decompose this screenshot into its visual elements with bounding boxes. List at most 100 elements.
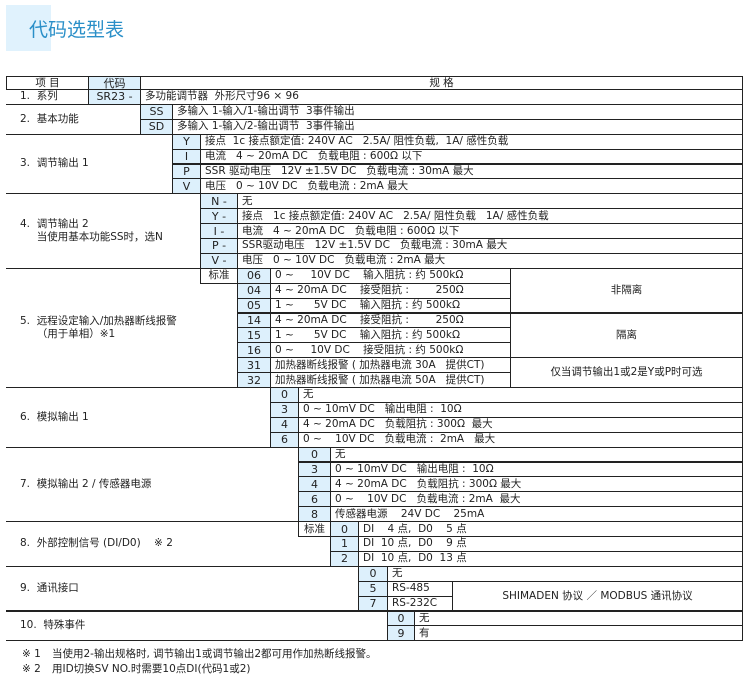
item-label-line: 1. 系列 [20, 90, 58, 103]
option-code: 8 [298, 506, 331, 523]
option-desc: 接点 1c 接点额定值: 240V AC 2.5A/ 阻性负载 1A/ 感性负载 [237, 208, 743, 225]
item-label: 6. 模拟输出 1 [6, 387, 271, 448]
item-label: 10. 特殊事件 [6, 610, 388, 642]
option-desc: 1 ~ 5V DC 输入阻抗 : 约 500kΩ [270, 297, 511, 314]
note-condition: 仅当调节输出1或2是Y或P时可选 [510, 357, 743, 388]
note-isolated: 隔离 [510, 312, 743, 359]
option-desc: 无 [298, 387, 743, 403]
option-desc: DI 4 点, D0 5 点 [358, 521, 743, 537]
option-code: 0 [298, 446, 331, 463]
item-label-line: 7. 模拟输出 2 / 传感器电源 [20, 477, 152, 490]
item-label-line: 9. 通讯接口 [20, 582, 79, 595]
option-code: SS [140, 103, 173, 120]
item-label-line: 2. 基本功能 [20, 112, 79, 125]
page-title: 代码选型表 [29, 19, 125, 41]
option-desc: 电流 4 ~ 20mA DC 负载电阻 : 600Ω 以下 [237, 223, 743, 239]
footnote-text: 用ID切换SV NO.时需要10点DI(代码1或2) [52, 663, 251, 675]
option-code: 9 [387, 625, 415, 642]
option-desc: 多功能调节器 外形尺寸96 × 96 [140, 89, 743, 105]
option-code: 6 [298, 491, 331, 508]
option-code: 1 [330, 536, 359, 552]
option-code: 0 [330, 521, 359, 537]
option-code: 04 [237, 282, 271, 299]
option-code: 6 [270, 431, 299, 448]
option-desc: 无 [414, 610, 743, 627]
option-code: P - [200, 238, 238, 254]
option-code: 31 [237, 357, 271, 374]
item-label-line: 当使用基本功能SS时，选N [20, 231, 163, 244]
option-desc: 加热器断线报警 ( 加热器电流 50A 提供CT) [270, 372, 511, 388]
item-label: 1. 系列 [6, 89, 89, 105]
standard-label: 标准 [298, 521, 331, 537]
title-background [6, 5, 51, 51]
option-code: V [172, 178, 201, 195]
option-desc: 0 ~ 10V DC 负载电流 : 2mA 最大 [298, 431, 743, 448]
option-desc: 0 ~ 10mV DC 输出电阻 : 10Ω [330, 461, 743, 478]
option-code: 15 [237, 327, 271, 344]
option-code: 2 [330, 550, 359, 567]
option-desc: 电压 0 ~ 10V DC 负载电流 : 2mA 最大 [237, 252, 743, 269]
option-desc: 0 ~ 10mV DC 输出电阻 : 10Ω [298, 401, 743, 418]
item-label: 3. 调节输出 1 [6, 133, 173, 195]
option-code: 16 [237, 342, 271, 359]
option-desc: 电压 0 ~ 10V DC 负载电流 : 2mA 最大 [200, 178, 743, 195]
option-code: 0 [358, 565, 388, 582]
note-protocol: SHIMADEN 协议 ／ MODBUS 通讯协议 [452, 580, 743, 612]
option-desc: 电流 4 ~ 20mA DC 负载电阻 : 600Ω 以下 [200, 148, 743, 165]
item-label-line: 5. 远程设定输入/加热器断线报警 [20, 314, 177, 327]
item-label: 4. 调节输出 2 当使用基本功能SS时，选N [6, 193, 201, 269]
item-label-line: （用于单相）※1 [20, 327, 116, 340]
option-code: 32 [237, 372, 271, 388]
option-code: Y - [200, 208, 238, 225]
item-label-line: 4. 调节输出 2 [20, 218, 89, 231]
option-desc: 无 [237, 193, 743, 210]
option-code: SR23 - [88, 89, 141, 105]
option-desc: DI 10 点, D0 13 点 [358, 550, 743, 567]
option-desc: SSR驱动电压 12V ±1.5V DC 负载电流 : 30mA 最大 [237, 238, 743, 254]
option-code: I - [200, 223, 238, 239]
option-desc: 加热器断线报警 ( 加热器电流 30A 提供CT) [270, 357, 511, 374]
item-label-line: 3. 调节输出 1 [20, 157, 89, 170]
option-desc: DI 10 点, D0 9 点 [358, 536, 743, 552]
item-label-line: 10. 特殊事件 [20, 619, 86, 632]
option-code: 3 [298, 461, 331, 478]
item-label: 2. 基本功能 [6, 103, 141, 135]
header-item: 项 目 [6, 76, 89, 90]
option-code: I [172, 148, 201, 165]
option-code: N - [200, 193, 238, 210]
footnote-1: ※ 1 当使用2-输出规格时, 调节输出1或调节输出2都可用作加热断线报警。 [22, 646, 377, 661]
option-code: V - [200, 252, 238, 269]
option-code: 4 [298, 476, 331, 493]
option-desc: 传感器电源 24V DC 25mA [330, 506, 743, 523]
option-desc: 4 ~ 20mA DC 接受阻抗 : 250Ω [270, 282, 511, 299]
option-code: 06 [237, 267, 271, 284]
option-code: P [172, 163, 201, 180]
option-desc: 无 [387, 565, 743, 582]
option-code: 14 [237, 312, 271, 329]
option-desc: 有 [414, 625, 743, 642]
standard-label: 标准 [200, 267, 238, 284]
footnote-text: 当使用2-输出规格时, 调节输出1或调节输出2都可用作加热断线报警。 [52, 648, 377, 660]
option-desc: RS-232C [387, 595, 453, 612]
option-desc: 4 ~ 20mA DC 接受阻抗 : 250Ω [270, 312, 511, 329]
item-label: 5. 远程设定输入/加热器断线报警 （用于单相）※1 [6, 267, 201, 388]
footnote-mark: ※ 2 [22, 663, 41, 675]
option-desc: SSR 驱动电压 12V ±1.5V DC 负载电流 : 30mA 最大 [200, 163, 743, 180]
option-code: 05 [237, 297, 271, 314]
option-desc: 无 [330, 446, 743, 463]
option-code: SD [140, 118, 173, 135]
item-label-line: 6. 模拟输出 1 [20, 410, 89, 423]
note-non-isolated: 非隔离 [510, 267, 743, 314]
option-code: 0 [387, 610, 415, 627]
option-desc: RS-485 [387, 580, 453, 597]
option-code: 4 [270, 416, 299, 433]
option-code: 5 [358, 580, 388, 597]
option-desc: 多输入 1-输入/1-输出调节 3事件输出 [172, 103, 743, 120]
option-code: 7 [358, 595, 388, 612]
item-label: 7. 模拟输出 2 / 传感器电源 [6, 446, 299, 523]
option-desc: 0 ~ 10V DC 输入阻抗 : 约 500kΩ [270, 267, 511, 284]
footnote-mark: ※ 1 [22, 648, 41, 660]
header-code: 代码 [88, 76, 141, 90]
option-desc: 多输入 1-输入/2-输出调节 3事件输出 [172, 118, 743, 135]
